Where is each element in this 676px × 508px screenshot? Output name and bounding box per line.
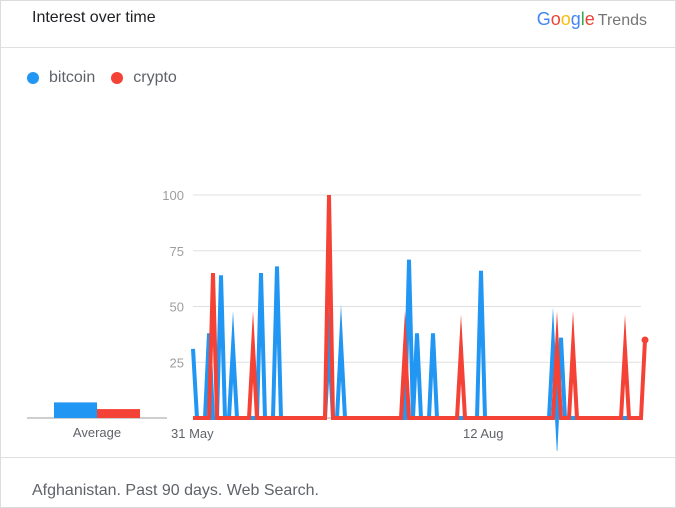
average-label: Average <box>73 425 121 440</box>
google-wordmark: Google <box>536 9 595 29</box>
y-tick-label: 50 <box>170 300 184 315</box>
crypto-dot-icon <box>111 72 124 84</box>
average-bar-crypto <box>97 409 140 418</box>
interest-chart[interactable]: 25 50 75 100 31 May 12 Aug Average <box>1 151 675 451</box>
y-tick-label: 25 <box>170 355 184 370</box>
average-bar-bitcoin <box>54 402 97 418</box>
card-title: Interest over time <box>32 9 156 26</box>
legend-label-crypto: crypto <box>133 69 177 86</box>
trends-wordmark: Trends <box>597 12 647 29</box>
google-trends-logo[interactable]: Google Trends <box>537 9 647 30</box>
legend-label-bitcoin: bitcoin <box>49 69 96 86</box>
footer-caption: Afghanistan. Past 90 days. Web Search. <box>32 482 319 499</box>
card-footer: Afghanistan. Past 90 days. Web Search. <box>1 457 675 508</box>
chart-legend: bitcoin crypto <box>27 69 193 87</box>
crypto-last-point <box>641 336 649 344</box>
x-tick-label: 31 May <box>171 426 214 441</box>
y-tick-label: 100 <box>162 188 184 203</box>
legend-item-bitcoin[interactable]: bitcoin <box>27 69 95 87</box>
y-tick-label: 75 <box>170 244 184 259</box>
bitcoin-dot-icon <box>27 72 39 84</box>
series-line-crypto <box>193 194 647 420</box>
legend-item-crypto[interactable]: crypto <box>111 69 177 87</box>
card-header: Interest over time Google Trends <box>1 1 675 48</box>
x-tick-label: 12 Aug <box>463 426 504 441</box>
